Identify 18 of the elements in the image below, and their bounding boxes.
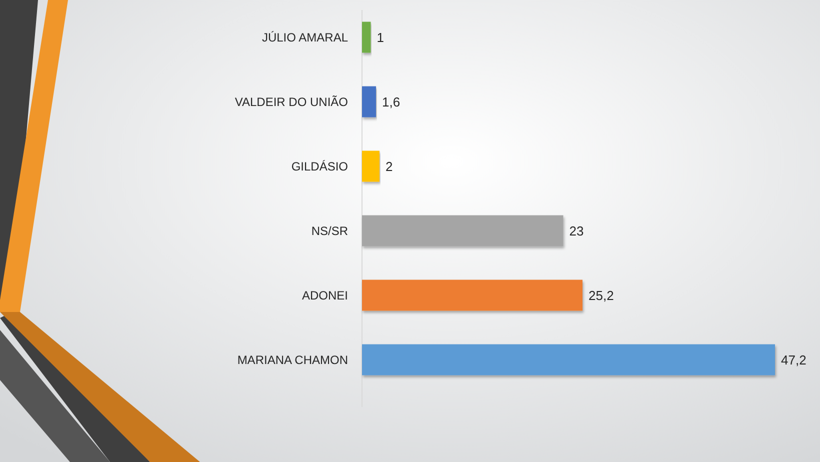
data-label: 1,6 [382,94,400,110]
y-tick-label: GILDÁSIO [291,159,348,174]
y-tick-label: ADONEI [302,288,348,302]
data-label: 47,2 [781,352,806,368]
bar [362,215,564,246]
data-label: 2 [386,158,393,174]
y-tick-label: JÚLIO AMARAL [262,30,348,44]
bar [362,280,582,311]
data-label: 1 [376,30,384,45]
bar [362,344,775,376]
data-label: 23 [569,223,584,238]
bar [362,150,380,182]
y-tick-label: MARIANA CHAMON [237,352,348,367]
bar [362,22,371,53]
bar [362,86,376,118]
y-tick-label: VALDEIR DO UNIÃO [234,94,348,109]
y-tick-label: NS/SR [311,224,348,238]
data-label: 25,2 [588,288,614,303]
